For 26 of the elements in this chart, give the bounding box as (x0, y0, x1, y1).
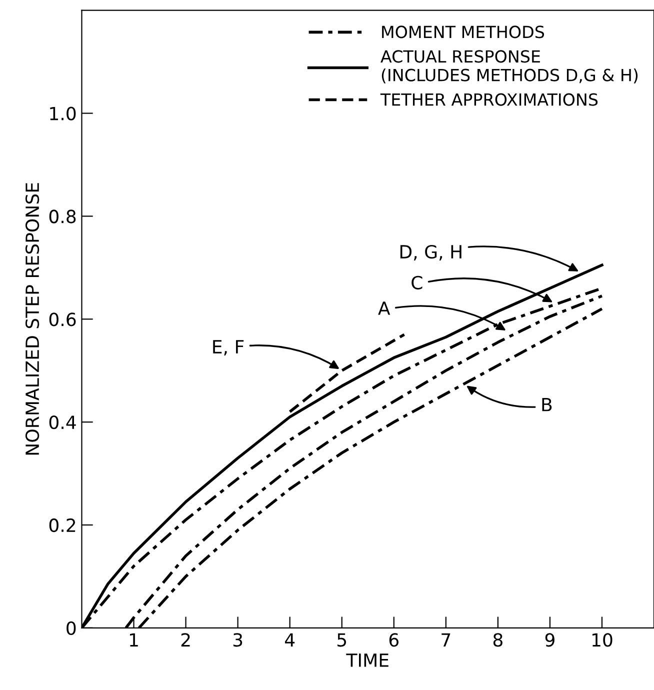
x-tick-label: 8 (493, 633, 502, 647)
x-tick-label: 2 (181, 633, 190, 646)
x-tick-label: 9 (545, 633, 554, 647)
y-tick-label: 0.6 (49, 312, 76, 326)
annotation: D, G, H (400, 244, 462, 260)
y-tick-label: 0 (66, 621, 76, 636)
annotation: E, F (213, 340, 244, 356)
y-axis-title: NORMALIZED STEP RESPONSE (25, 183, 40, 455)
y-tick-label: 0.2 (49, 518, 76, 532)
x-tick-label: 5 (338, 633, 346, 647)
legend-label: MOMENT METHODS (382, 26, 544, 38)
legend-label: ACTUAL RESPONSE (INCLUDES METHODS D,G & H) (380, 50, 638, 84)
x-tick-label: 1 (130, 633, 138, 646)
x-tick-label: 7 (442, 633, 450, 646)
x-tick-label: 3 (233, 633, 242, 647)
legend-label: TETHER APPROXIMATIONS (380, 93, 598, 106)
annotation: C (412, 276, 422, 290)
x-tick-label: 6 (389, 633, 398, 647)
y-tick-label: 1.0 (50, 106, 76, 120)
x-axis-title: TIME (346, 654, 388, 667)
annotation: B (542, 398, 552, 412)
y-tick-label: 0.4 (49, 416, 76, 430)
x-tick-label: 4 (284, 633, 295, 646)
x-tick-label: 10 (592, 633, 612, 647)
annotation: A (378, 302, 390, 315)
y-tick-label: 0.8 (49, 210, 76, 224)
